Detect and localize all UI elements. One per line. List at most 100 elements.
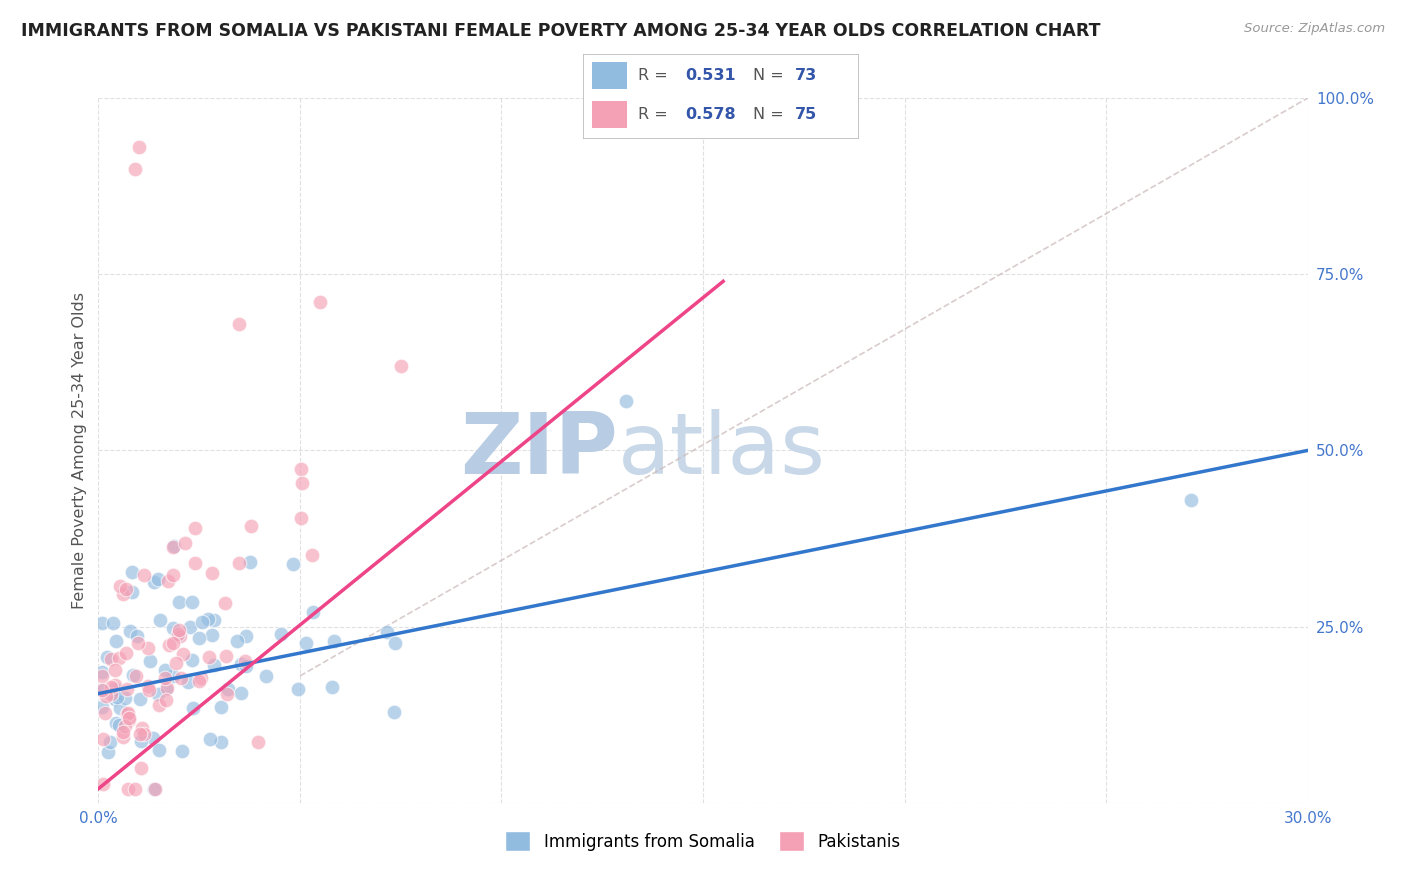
Point xyxy=(100,681,122,695)
Point xyxy=(290,511,312,525)
Point xyxy=(159,638,181,652)
Point xyxy=(184,521,207,535)
Point xyxy=(235,629,257,643)
Point xyxy=(121,585,143,599)
Point xyxy=(322,634,344,648)
Point xyxy=(104,633,127,648)
Text: 75: 75 xyxy=(794,107,817,122)
Point xyxy=(101,616,124,631)
Point xyxy=(239,555,262,569)
Point xyxy=(179,620,201,634)
Point xyxy=(143,781,166,796)
Point xyxy=(118,624,141,638)
Point xyxy=(110,701,132,715)
Point xyxy=(209,735,232,749)
Point xyxy=(190,672,212,686)
Point xyxy=(118,711,141,725)
Point xyxy=(165,657,187,671)
Point xyxy=(187,673,209,688)
Point xyxy=(128,140,150,154)
Point xyxy=(384,705,406,719)
Point xyxy=(124,161,146,176)
Point xyxy=(125,629,148,643)
Point xyxy=(302,605,325,619)
Point xyxy=(148,743,170,757)
Point xyxy=(229,686,252,700)
Point xyxy=(215,687,238,701)
Point xyxy=(104,692,127,706)
Point xyxy=(170,671,193,685)
Point xyxy=(91,665,114,680)
Point xyxy=(100,687,122,701)
Point xyxy=(200,732,222,747)
Point xyxy=(91,683,114,698)
Point xyxy=(121,565,143,579)
Point xyxy=(156,681,179,695)
Point xyxy=(117,706,139,721)
Point xyxy=(125,669,148,683)
Point xyxy=(301,548,323,562)
Point xyxy=(172,647,194,661)
Bar xyxy=(592,101,627,128)
Point xyxy=(115,707,138,722)
Point xyxy=(197,649,219,664)
Point xyxy=(156,574,179,588)
Point xyxy=(153,663,176,677)
Point xyxy=(114,690,136,705)
Point xyxy=(616,394,638,409)
Point xyxy=(124,781,146,796)
Point xyxy=(155,681,177,696)
Point xyxy=(270,626,292,640)
Point xyxy=(201,566,224,580)
Point xyxy=(132,567,155,582)
Point xyxy=(100,651,122,665)
Point xyxy=(128,727,150,741)
Point xyxy=(127,636,149,650)
Legend: Immigrants from Somalia, Pakistanis: Immigrants from Somalia, Pakistanis xyxy=(499,824,907,858)
Point xyxy=(139,654,162,668)
Point xyxy=(115,682,138,697)
Point xyxy=(108,579,131,593)
Point xyxy=(181,700,204,714)
Point xyxy=(233,654,256,668)
Point xyxy=(97,745,120,759)
Point xyxy=(287,681,309,696)
Point xyxy=(1180,492,1202,507)
Point xyxy=(204,613,226,627)
Point xyxy=(91,732,114,747)
Point xyxy=(122,668,145,682)
Point xyxy=(93,706,115,721)
Point xyxy=(132,727,155,741)
Point xyxy=(170,744,193,758)
Point xyxy=(91,683,114,698)
Point xyxy=(98,735,121,749)
Point xyxy=(91,669,114,683)
Point xyxy=(149,614,172,628)
Text: 0.531: 0.531 xyxy=(685,68,735,83)
Point xyxy=(142,731,165,745)
Point xyxy=(114,646,136,660)
Point xyxy=(176,675,198,690)
Point xyxy=(214,648,236,663)
Point xyxy=(167,627,190,641)
Point xyxy=(217,681,239,696)
Text: 73: 73 xyxy=(794,68,817,83)
Point xyxy=(174,536,197,550)
Point xyxy=(91,777,114,791)
Text: N =: N = xyxy=(754,107,789,122)
Point xyxy=(143,575,166,590)
Text: N =: N = xyxy=(754,68,789,83)
Point xyxy=(162,540,184,554)
Point xyxy=(136,641,159,656)
Point xyxy=(105,715,128,730)
Point xyxy=(104,664,127,678)
Text: 0.578: 0.578 xyxy=(685,107,735,122)
Point xyxy=(108,651,131,665)
Point xyxy=(155,693,177,707)
Point xyxy=(104,681,127,696)
Point xyxy=(235,659,257,673)
Point xyxy=(290,462,312,476)
Text: R =: R = xyxy=(638,107,673,122)
Point xyxy=(117,781,139,796)
Point xyxy=(129,692,152,706)
